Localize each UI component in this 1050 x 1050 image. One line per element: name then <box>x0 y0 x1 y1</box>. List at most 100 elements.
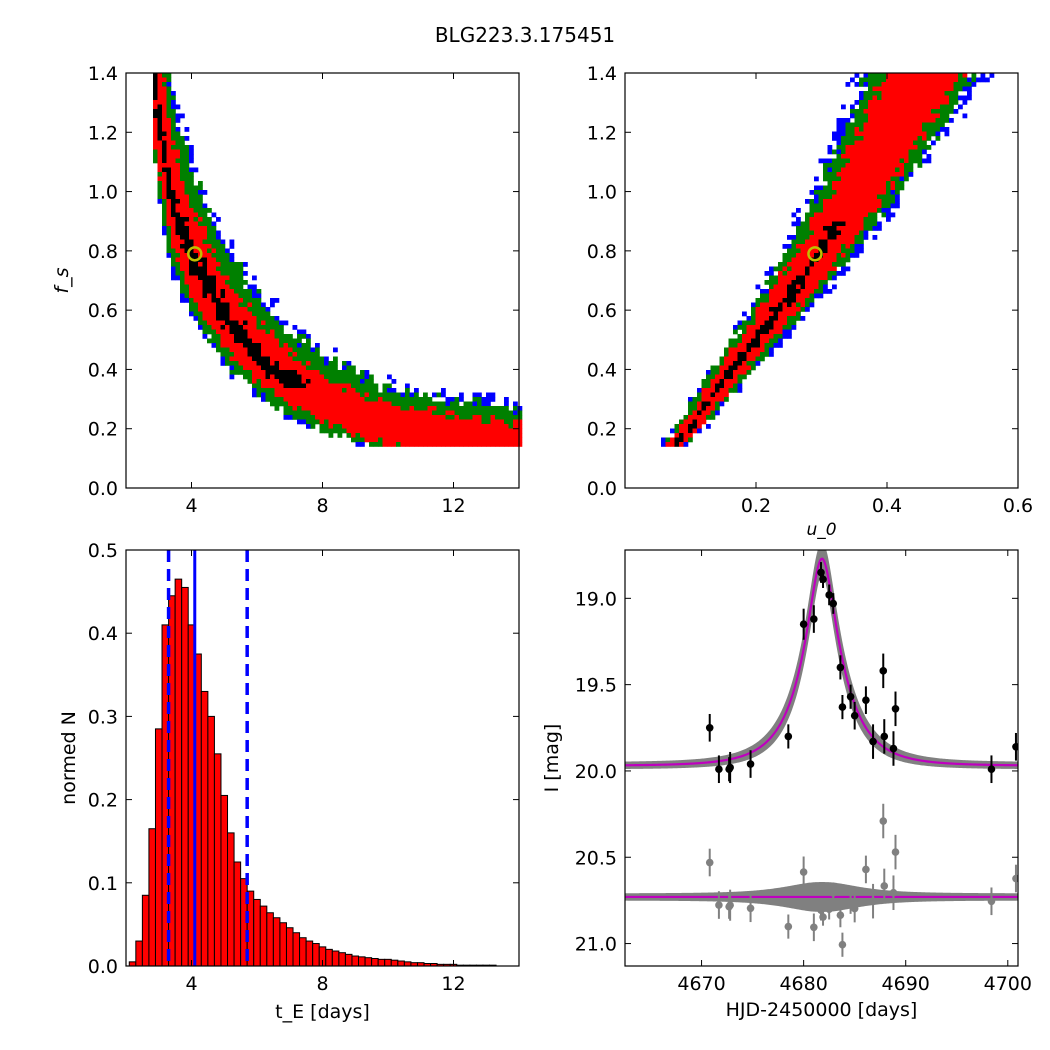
density-cell <box>791 275 797 281</box>
density-cell <box>742 338 747 344</box>
density-cell <box>315 347 320 353</box>
density-cell <box>247 365 253 371</box>
residual-point <box>1012 874 1018 883</box>
density-cell <box>908 149 914 155</box>
density-cell <box>818 271 824 276</box>
density-cell <box>409 433 415 438</box>
density-cell <box>414 433 419 438</box>
density-cell <box>189 262 194 267</box>
density-cell <box>256 325 262 330</box>
density-cell <box>742 343 747 348</box>
y-tick-label: 1.2 <box>587 122 617 144</box>
density-cell <box>854 136 860 141</box>
density-cell <box>328 365 334 371</box>
density-cell <box>310 347 316 353</box>
density-cell <box>252 293 257 299</box>
density-cell <box>297 410 302 416</box>
density-cell <box>238 262 244 267</box>
density-cell <box>841 199 846 204</box>
density-cell <box>243 365 248 371</box>
density-cell <box>171 113 176 119</box>
density-cell <box>827 230 833 236</box>
density-cell <box>162 154 167 159</box>
density-cell <box>436 442 442 447</box>
density-cell <box>859 127 864 132</box>
density-cell <box>886 149 891 155</box>
density-cell <box>450 424 455 429</box>
density-cell <box>863 118 869 123</box>
density-cell <box>845 239 851 245</box>
density-cell <box>229 298 235 303</box>
density-cell <box>400 428 406 434</box>
density-cell <box>220 302 226 308</box>
density-cell <box>782 293 788 299</box>
density-cell <box>719 401 725 407</box>
density-cell <box>171 122 176 128</box>
density-cell <box>364 374 370 380</box>
density-cell <box>189 199 194 204</box>
density-cell <box>926 86 932 92</box>
density-cell <box>378 415 383 420</box>
density-cell <box>315 397 320 402</box>
density-cell <box>180 154 185 159</box>
density-cell <box>949 109 954 114</box>
density-cell <box>274 388 280 393</box>
density-cell <box>782 298 788 303</box>
density-cell <box>216 257 221 263</box>
y-tick-label: 0.8 <box>587 241 617 263</box>
density-cell <box>378 397 383 402</box>
density-cell <box>319 406 325 411</box>
density-cell <box>778 266 783 272</box>
density-cell <box>809 302 815 308</box>
density-cell <box>171 217 176 222</box>
density-cell <box>895 181 900 186</box>
density-cell <box>153 100 158 105</box>
density-cell <box>445 406 451 411</box>
density-cell <box>818 185 824 191</box>
density-cell <box>818 199 824 204</box>
density-cell <box>202 284 208 290</box>
density-cell <box>845 235 851 240</box>
density-cell <box>184 266 190 272</box>
density-cell <box>935 73 941 78</box>
density-cell <box>872 235 878 240</box>
density-cell <box>710 410 716 416</box>
density-cell <box>755 302 761 308</box>
density-cell <box>863 163 869 168</box>
density-cell <box>953 109 959 114</box>
density-cell <box>355 388 361 393</box>
density-cell <box>162 109 167 114</box>
density-cell <box>940 127 945 132</box>
density-cell <box>971 82 977 87</box>
density-cell <box>198 257 203 263</box>
density-cell <box>904 122 909 128</box>
density-cell <box>814 221 819 227</box>
density-cell <box>800 257 806 263</box>
density-cell <box>427 424 433 429</box>
density-cell <box>895 73 900 78</box>
density-cell <box>832 271 837 276</box>
data-point <box>829 599 838 608</box>
density-cell <box>886 104 891 110</box>
density-cell <box>207 208 212 213</box>
density-cell <box>931 86 936 92</box>
density-cell <box>319 383 325 389</box>
density-cell <box>373 433 379 438</box>
histogram-bar <box>390 959 399 967</box>
density-cell <box>490 419 496 425</box>
density-cell <box>935 118 941 123</box>
density-cell <box>234 370 239 375</box>
density-cell <box>472 433 478 438</box>
density-cell <box>220 262 226 267</box>
density-cell <box>369 428 374 434</box>
density-cell <box>427 397 433 402</box>
density-cell <box>809 275 815 281</box>
density-cell <box>373 410 379 416</box>
density-cell <box>315 352 320 357</box>
density-cell <box>265 361 271 366</box>
best-fit-marker <box>807 246 823 262</box>
density-cell <box>463 415 469 420</box>
density-cell <box>868 208 873 213</box>
density-cell <box>751 325 756 330</box>
